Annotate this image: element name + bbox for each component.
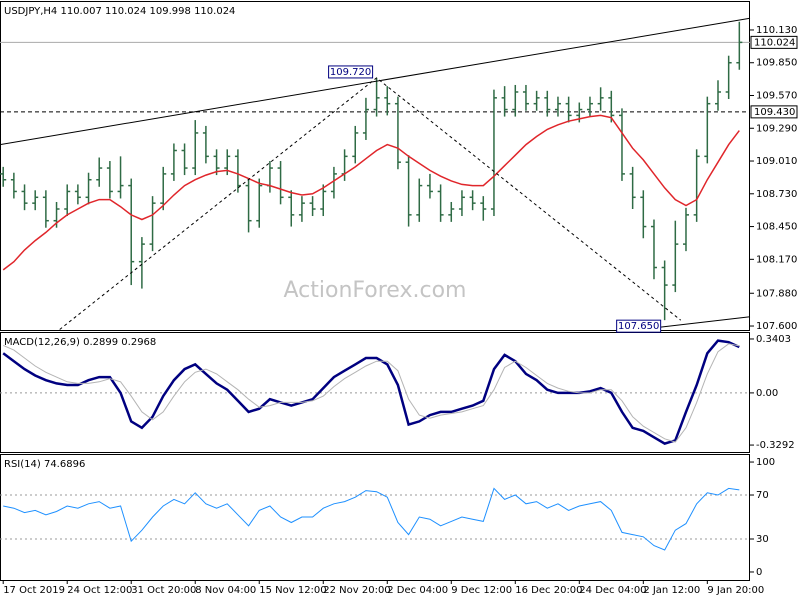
moving-average <box>2 114 740 271</box>
y-tick-label: 0.00 <box>756 388 778 399</box>
last-price-box <box>750 35 798 49</box>
y-tick-label: 0 <box>756 567 762 578</box>
y-tick-label: 107.600 <box>756 321 797 332</box>
x-tick-label: 2 Dec 04:00 <box>387 585 448 596</box>
y-tick-label: 109.850 <box>756 58 797 69</box>
y-tick-label: 70 <box>756 490 769 501</box>
x-tick-label: 31 Oct 20:00 <box>131 585 196 596</box>
annotation-label: 107.650 <box>618 321 659 332</box>
annotation-box <box>616 319 662 333</box>
trendline <box>0 17 751 146</box>
x-tick-label: 9 Dec 12:00 <box>451 585 512 596</box>
y-tick-label: 109.290 <box>756 123 797 134</box>
annotation-label: 109.720 <box>330 67 371 78</box>
indicator-line <box>3 487 740 551</box>
x-tick-label: 22 Nov 20:00 <box>323 585 390 596</box>
x-tick-label: 2 Jan 12:00 <box>643 585 700 596</box>
x-tick-label: 17 Oct 2019 <box>3 585 65 596</box>
y-tick-label: 108.450 <box>756 222 797 233</box>
panel-title: USDJPY,H4 110.007 110.024 109.998 110.02… <box>4 6 235 17</box>
trendline <box>59 77 682 330</box>
y-tick-label: 109.570 <box>756 90 797 101</box>
x-tick-label: 24 Oct 12:00 <box>67 585 132 596</box>
panel-title: RSI(14) 74.6896 <box>4 459 85 470</box>
level-label-box <box>750 105 798 119</box>
panel-title: MACD(12,26,9) 0.2899 0.2968 <box>4 337 156 348</box>
price-frame <box>0 1 750 331</box>
indicator-line <box>2 339 740 445</box>
y-tick-label: -0.3292 <box>756 440 795 451</box>
x-tick-label: 24 Dec 04:00 <box>579 585 646 596</box>
y-tick-label: 107.880 <box>756 288 797 299</box>
y-tick-label: 108.170 <box>756 254 797 265</box>
x-tick-label: 9 Jan 20:00 <box>707 585 764 596</box>
last-price-label: 110.024 <box>754 37 795 48</box>
level-label: 109.430 <box>754 107 795 118</box>
y-tick-label: 0.3403 <box>756 334 791 345</box>
y-tick-label: 100 <box>756 457 775 468</box>
annotation-box <box>328 65 374 79</box>
y-tick-label: 108.730 <box>756 189 797 200</box>
x-tick-label: 16 Dec 20:00 <box>515 585 582 596</box>
y-tick-label: 110.130 <box>756 25 797 36</box>
x-tick-label: 8 Nov 04:00 <box>195 585 256 596</box>
x-tick-label: 15 Nov 12:00 <box>259 585 326 596</box>
watermark: ActionForex.com <box>284 278 467 303</box>
indicator-line <box>2 343 740 443</box>
rsi-frame <box>0 454 750 581</box>
y-tick-label: 109.010 <box>756 156 797 167</box>
y-tick-label: 30 <box>756 534 769 545</box>
